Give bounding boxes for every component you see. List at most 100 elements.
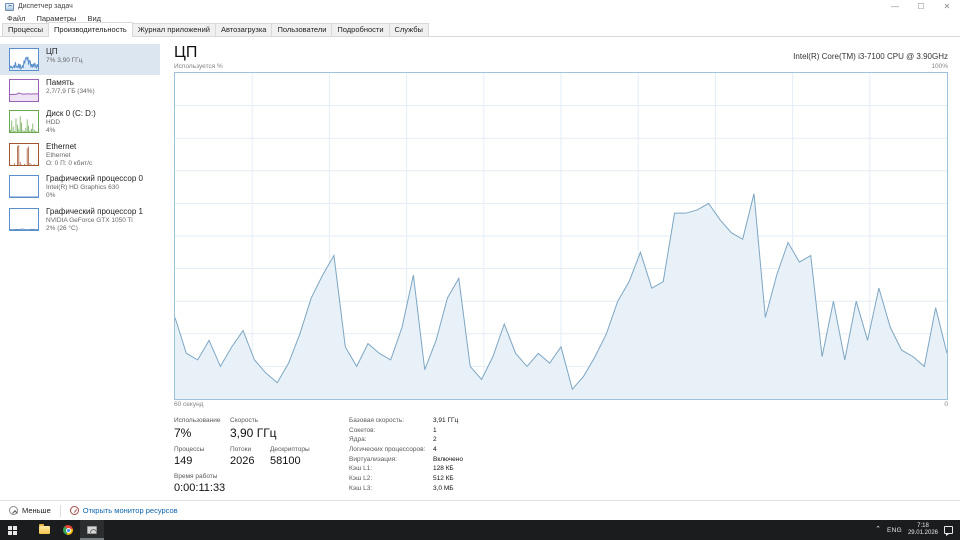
usage-value: 7% <box>174 426 192 440</box>
axis-label-0: 0 <box>944 400 948 408</box>
sidebar-item-gpu0[interactable]: Графический процессор 0 Intel(R) HD Grap… <box>0 171 160 204</box>
menu-bar: Файл Параметры Вид <box>0 13 960 24</box>
windows-logo-icon <box>7 525 17 535</box>
sidebar-disk-usage: 4% <box>46 127 56 134</box>
minimize-button[interactable]: — <box>891 2 899 11</box>
tab-users[interactable]: Пользователи <box>271 23 333 36</box>
status-bar: Меньше Открыть монитор ресурсов <box>0 500 960 520</box>
sidebar-item-memory[interactable]: Память 2,7/7,9 ГБ (34%) <box>0 75 160 106</box>
detail-base-speed: Базовая скорость: 3,91 ГГц <box>349 417 459 424</box>
sidebar-gpu1-title: Графический процессор 1 <box>46 206 143 216</box>
detail-virtualization: Виртуализация: Включено <box>349 455 463 463</box>
tab-performance[interactable]: Производительность <box>48 22 133 37</box>
sidebar-item-ethernet[interactable]: Ethernet Ethernet О: 0 П: 0 кбит/с <box>0 139 160 172</box>
start-button[interactable] <box>0 520 24 540</box>
sidebar-cpu-title: ЦП <box>46 47 58 56</box>
sidebar-ethernet-rate: О: 0 П: 0 кбит/с <box>46 159 93 167</box>
taskbar: ⌃ ENG 7:18 29.01.2026 <box>0 520 960 540</box>
uptime-value: 0:00:11:33 <box>174 482 226 494</box>
cpu-details-list: Базовая скорость: 3,91 ГГц Сокетов: 1 Ядра… <box>349 417 463 496</box>
tray-chevron-up-icon[interactable]: ⌃ <box>875 526 881 533</box>
sidebar-gpu0-title: Графический процессор 0 <box>46 174 143 183</box>
open-resource-monitor-link[interactable]: Открыть монитор ресурсов <box>61 506 187 515</box>
language-indicator[interactable]: ENG <box>886 526 902 534</box>
detail-logical-processors: Логических процессоров: 4 <box>349 446 437 454</box>
action-center-icon[interactable] <box>944 526 953 536</box>
disk-sparkline <box>9 110 39 133</box>
handles-value: 58100 <box>270 455 301 467</box>
handles-label: Дескрипторы <box>270 446 310 453</box>
performance-pane: ЦП 7% 3,90 ГГц Память 2,7/7,9 ГБ (34%) Д… <box>0 38 960 500</box>
window-controls: — ☐ ✕ <box>882 0 960 13</box>
ethernet-sparkline <box>9 142 39 166</box>
detail-cores: Ядра: 2 <box>349 436 437 444</box>
processes-value: 149 <box>174 455 193 467</box>
sidebar-cpu-usage: 7% 3,90 ГГц <box>46 57 83 64</box>
task-manager-app-icon <box>5 2 14 11</box>
chrome-icon <box>63 525 73 535</box>
cpu-stats: Использование Скорость 7% 3,90 ГГц Проце… <box>174 417 948 497</box>
detail-l3-cache: Кэш L3: 3,0 МБ <box>349 484 454 492</box>
statusbar-divider <box>59 504 61 517</box>
sidebar-gpu0-name: Intel(R) HD Graphics 630 <box>46 184 119 191</box>
memory-sparkline <box>9 79 39 102</box>
file-explorer-button[interactable] <box>32 520 56 540</box>
tab-startup[interactable]: Автозагрузка <box>214 23 273 36</box>
close-button[interactable]: ✕ <box>943 2 951 11</box>
sidebar-gpu1-name: NVIDIA GeForce GTX 1050 Ti <box>46 216 133 224</box>
tray-time: 7:18 <box>917 523 929 530</box>
axis-label-100: 100% <box>931 63 948 70</box>
sidebar-gpu1-usage: 2% (26 °C) <box>46 224 78 232</box>
tray-date: 29.01.2026 <box>907 530 938 536</box>
sidebar-disk-title: Диск 0 (C: D:) <box>46 109 96 118</box>
tab-strip: Процессы Производительность Журнал прило… <box>0 22 960 37</box>
processes-label: Процессы <box>174 446 205 453</box>
speed-value: 3,90 ГГц <box>230 426 277 440</box>
menu-view[interactable]: Вид <box>87 14 102 23</box>
tab-details[interactable]: Подробности <box>331 23 390 36</box>
gpu1-sparkline <box>9 207 39 231</box>
title-bar: Диспетчер задач — ☐ ✕ <box>0 0 960 13</box>
clock[interactable]: 7:18 29.01.2026 <box>908 523 938 537</box>
fewer-details-label: Меньше <box>22 506 51 515</box>
task-manager-taskbar-button[interactable] <box>80 520 104 540</box>
sidebar-ethernet-name: Ethernet <box>46 151 71 159</box>
detail-l1-cache: Кэш L1: 128 КБ <box>349 465 454 473</box>
cpu-sparkline <box>9 48 39 71</box>
performance-sidebar: ЦП 7% 3,90 ГГц Память 2,7/7,9 ГБ (34%) Д… <box>0 38 160 500</box>
resource-monitor-icon <box>69 506 79 515</box>
maximize-button[interactable]: ☐ <box>917 2 925 11</box>
gpu0-sparkline <box>9 175 39 198</box>
uptime-label: Время работы <box>174 473 218 480</box>
detail-sockets: Сокетов: 1 <box>349 426 437 434</box>
task-manager-icon <box>87 526 97 534</box>
tab-processes[interactable]: Процессы <box>2 23 50 36</box>
sidebar-item-gpu1[interactable]: Графический процессор 1 NVIDIA GeForce G… <box>0 204 160 237</box>
chrome-button[interactable] <box>56 520 80 540</box>
tab-app-history[interactable]: Журнал приложений <box>131 23 216 36</box>
usage-label: Использование <box>174 417 221 424</box>
system-tray: ⌃ ENG 7:18 29.01.2026 <box>875 523 960 537</box>
sidebar-item-disk[interactable]: Диск 0 (C: D:) HDD 4% <box>0 106 160 139</box>
axis-label-usage: Используется % <box>174 63 223 70</box>
detail-l2-cache: Кэш L2: 512 КБ <box>349 475 454 483</box>
window-title: Диспетчер задач <box>18 3 73 10</box>
file-explorer-icon <box>38 524 50 534</box>
sidebar-memory-title: Память <box>46 78 74 87</box>
sidebar-ethernet-title: Ethernet <box>46 141 77 151</box>
cpu-usage-chart[interactable] <box>174 71 948 400</box>
menu-file[interactable]: Файл <box>7 14 26 23</box>
sidebar-gpu0-usage: 0% <box>46 192 56 199</box>
cpu-detail-panel: ЦП Intel(R) Core(TM) i3-7100 CPU @ 3.90G… <box>160 38 960 500</box>
fewer-details-button[interactable]: Меньше <box>0 506 60 515</box>
sidebar-memory-usage: 2,7/7,9 ГБ (34%) <box>46 88 95 95</box>
sidebar-disk-type: HDD <box>46 119 61 126</box>
menu-options[interactable]: Параметры <box>36 14 77 23</box>
resource-monitor-label: Открыть монитор ресурсов <box>82 506 178 515</box>
tab-services[interactable]: Службы <box>388 23 429 36</box>
sidebar-item-cpu[interactable]: ЦП 7% 3,90 ГГц <box>0 44 160 75</box>
axis-label-60s: 60 секунд <box>174 400 204 408</box>
threads-label: Потоки <box>230 446 252 453</box>
cpu-model-name: Intel(R) Core(TM) i3-7100 CPU @ 3.90GHz <box>793 52 948 61</box>
